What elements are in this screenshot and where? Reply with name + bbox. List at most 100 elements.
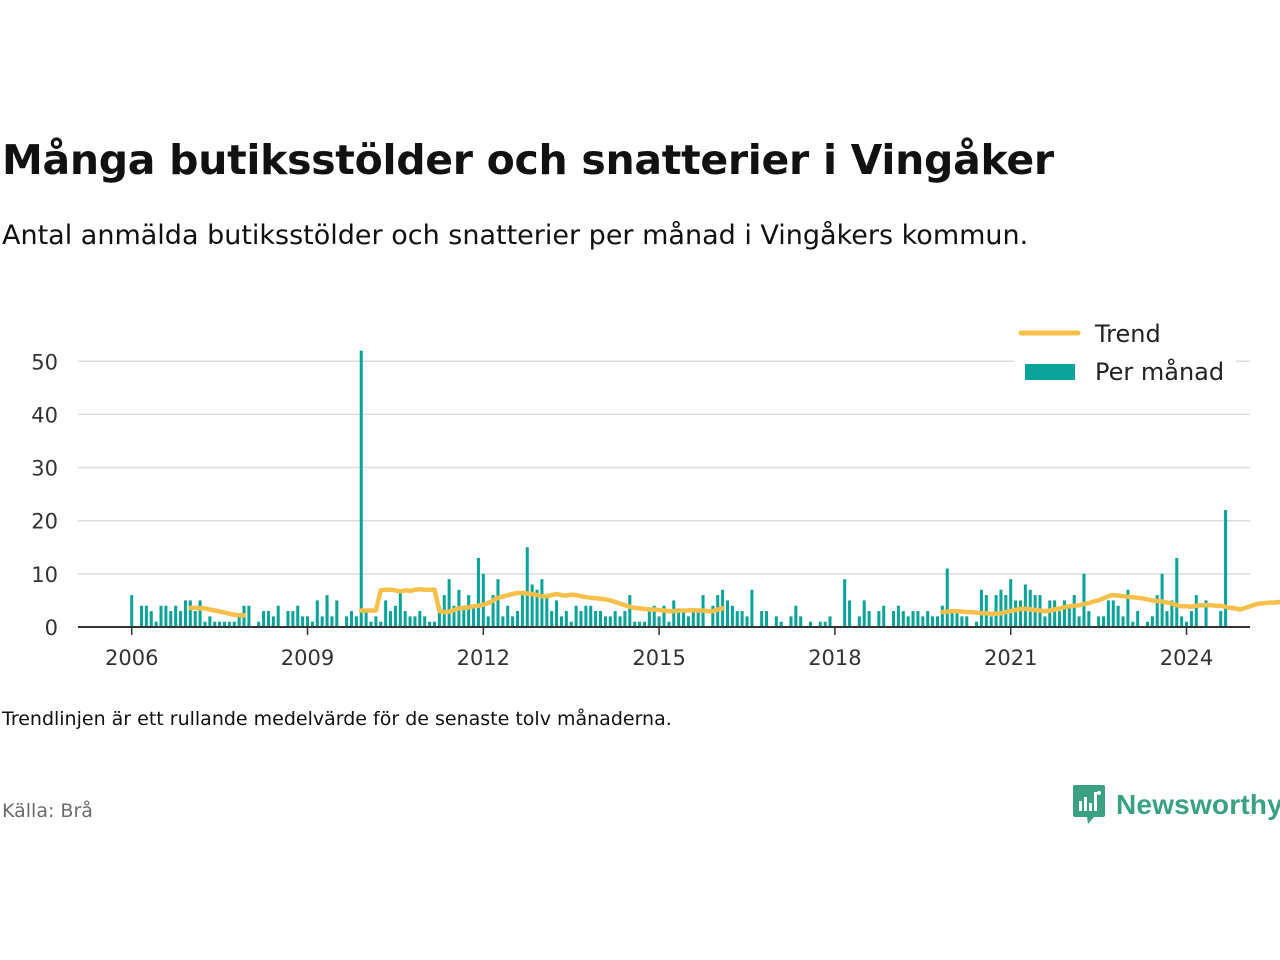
bar [750, 589, 754, 627]
bar [540, 579, 544, 627]
bar [965, 616, 969, 627]
bar [818, 621, 822, 627]
bar [1023, 584, 1027, 627]
bar [1121, 616, 1125, 627]
bar [325, 595, 329, 627]
bar [955, 611, 959, 627]
bar [789, 616, 793, 627]
bar [808, 621, 813, 627]
bar [765, 611, 769, 627]
legend-bar-label: Per månad [1095, 357, 1224, 386]
bar [213, 621, 217, 627]
x-tick-label: 2024 [1160, 646, 1213, 670]
bar [779, 621, 783, 627]
bar [144, 605, 148, 627]
bar [408, 616, 412, 627]
bar [1175, 557, 1179, 627]
trend-line [188, 605, 247, 618]
brand-name: Newsworthy [1116, 789, 1280, 820]
bar [1131, 621, 1135, 627]
legend-trend-label: Trend [1094, 320, 1161, 348]
bar [584, 605, 588, 627]
bar [613, 611, 617, 627]
x-tick-label: 2009 [281, 646, 334, 670]
bar [828, 616, 832, 627]
bar [599, 611, 603, 627]
bar [198, 600, 202, 627]
bar [555, 600, 559, 627]
bar [862, 600, 866, 627]
bar [730, 605, 734, 627]
bar [960, 616, 964, 627]
x-tick-label: 2021 [984, 646, 1037, 670]
bar [901, 611, 905, 627]
bar [647, 611, 651, 627]
bar [164, 605, 168, 627]
bar [266, 611, 270, 627]
bar [496, 579, 500, 627]
y-tick-label: 10 [31, 563, 58, 587]
bar [515, 611, 520, 627]
bar [950, 611, 954, 627]
bar [437, 605, 441, 627]
bar [823, 621, 827, 627]
bar [476, 557, 480, 627]
x-tick-label: 2012 [457, 646, 510, 670]
y-tick-label: 30 [31, 457, 58, 481]
bar [1087, 611, 1091, 627]
bar [467, 595, 471, 627]
bar [760, 611, 764, 627]
bar [222, 621, 227, 627]
bar [310, 621, 314, 627]
bar [1136, 611, 1140, 627]
bar [740, 611, 744, 627]
bar [677, 611, 681, 627]
bar [638, 621, 642, 627]
bar [667, 621, 671, 627]
bar [569, 621, 573, 627]
bar [1116, 605, 1120, 627]
bar [857, 616, 861, 627]
bar [286, 611, 290, 627]
legend-background [1014, 314, 1236, 394]
bar [921, 616, 925, 627]
bar [364, 611, 368, 627]
bar [1014, 600, 1018, 627]
bar [657, 616, 661, 627]
bar [608, 616, 612, 627]
bar [472, 605, 476, 627]
bar [208, 616, 212, 627]
bar [301, 616, 305, 627]
bar [1150, 616, 1154, 627]
bar [911, 611, 915, 627]
bar [159, 605, 163, 627]
bar [999, 589, 1003, 627]
bar [428, 621, 432, 627]
bar [1185, 621, 1189, 627]
bar [574, 605, 578, 627]
bar [139, 605, 143, 627]
bar [227, 621, 231, 627]
bar [1106, 600, 1110, 627]
bar [1111, 600, 1115, 627]
bar [725, 600, 729, 627]
bar [994, 595, 998, 627]
bar [916, 611, 920, 627]
bar [642, 621, 646, 627]
bar [247, 605, 251, 627]
bar [154, 621, 158, 627]
bar [262, 611, 266, 627]
bar [686, 616, 690, 627]
bar [579, 611, 583, 627]
bar [1180, 616, 1184, 627]
y-tick-label: 50 [31, 350, 58, 374]
bar [271, 616, 275, 627]
bar [345, 616, 349, 627]
bar [447, 579, 451, 627]
newsworthy-logo[interactable]: Newsworthy [1072, 784, 1280, 826]
bar [1170, 600, 1174, 627]
bar [506, 605, 510, 627]
bar [559, 616, 563, 627]
bar [432, 621, 436, 627]
bar [1009, 579, 1013, 627]
